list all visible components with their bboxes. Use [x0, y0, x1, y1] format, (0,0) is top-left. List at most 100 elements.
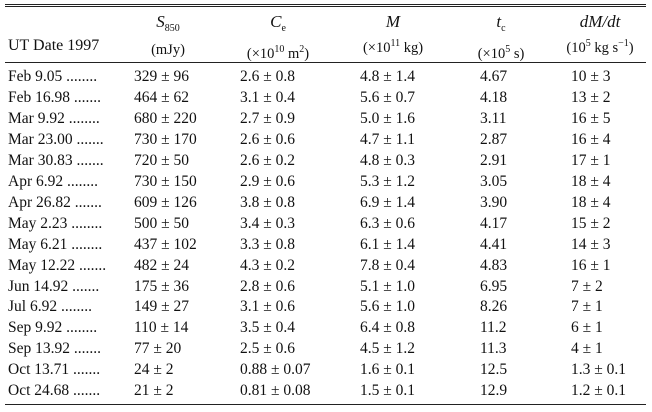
- cell-m: 6.4 ± 0.8: [360, 319, 416, 337]
- header-dmdt-unit: (105 kg s−1): [553, 35, 647, 57]
- cell-s850: 77 ± 20: [134, 340, 182, 358]
- cell-m: 5.6 ± 0.7: [360, 88, 416, 106]
- cell-s850: 730 ± 150: [134, 172, 197, 190]
- cell-date: May 2.23 ........: [8, 214, 103, 232]
- cell-s850: 175 ± 36: [134, 277, 190, 295]
- cell-m: 4.5 ± 1.2: [360, 340, 416, 358]
- cell-s850: 720 ± 50: [134, 151, 190, 169]
- header-tc: tc (×105 s): [461, 13, 541, 63]
- cell-tc: 3.90: [480, 193, 508, 211]
- table-row: May 6.21 ........ 437 ± 102 3.3 ± 0.8 6.1 ±…: [0, 235, 652, 254]
- table-row: Sep 13.92 ....... 77 ± 20 2.5 ± 0.6 4.5 ± 1…: [0, 339, 652, 358]
- cell-dmdt: 6 ± 1: [571, 319, 603, 337]
- cell-ce: 2.9 ± 0.6: [240, 172, 296, 190]
- cell-ce: 3.3 ± 0.8: [240, 235, 296, 253]
- cell-tc: 4.83: [480, 256, 508, 274]
- header-rule: [5, 62, 646, 63]
- cell-s850: 110 ± 14: [134, 319, 189, 337]
- cell-dmdt: 14 ± 3: [571, 235, 611, 253]
- cell-m: 4.7 ± 1.1: [360, 130, 416, 148]
- table-row: May 12.22 ....... 482 ± 24 4.3 ± 0.2 7.8 ± …: [0, 256, 652, 275]
- bottom-rule: [5, 404, 646, 405]
- header-ce-unit-post: m: [284, 45, 300, 62]
- cell-tc: 3.11: [480, 109, 507, 127]
- cell-dmdt: 16 ± 1: [571, 256, 611, 274]
- cell-date: Sep 13.92 .......: [8, 340, 101, 358]
- cell-dmdt: 1.3 ± 0.1: [571, 361, 627, 379]
- cell-dmdt: 10 ± 3: [571, 68, 611, 85]
- cell-ce: 2.7 ± 0.9: [240, 109, 296, 127]
- cell-ce: 3.8 ± 0.8: [240, 193, 296, 211]
- cell-ce: 4.3 ± 0.2: [240, 256, 296, 274]
- cell-m: 4.8 ± 1.4: [360, 68, 416, 85]
- header-dmdt-unit-pre: (10: [566, 39, 586, 56]
- cell-date: Mar 30.83 .......: [8, 151, 104, 169]
- header-tc-unit-exp: 5: [505, 44, 511, 56]
- cell-date: May 12.22 .......: [8, 256, 107, 274]
- cell-tc: 4.18: [480, 88, 508, 106]
- cell-s850: 482 ± 24: [134, 256, 190, 274]
- cell-ce: 3.5 ± 0.4: [240, 319, 296, 337]
- cell-tc: 11.3: [480, 340, 507, 358]
- cell-m: 5.0 ± 1.6: [360, 109, 416, 127]
- table-row: Mar 30.83 ....... 720 ± 50 2.6 ± 0.2 4.8 ± …: [0, 151, 652, 170]
- cell-m: 4.8 ± 0.3: [360, 151, 416, 169]
- cell-date: Apr 6.92 ........: [8, 172, 98, 190]
- table-row: Sep 9.92 ........ 110 ± 14 3.5 ± 0.4 6.4 ± …: [0, 318, 652, 337]
- header-ce-unit-close: ): [304, 45, 310, 62]
- table-row: Jul 6.92 ........ 149 ± 27 3.1 ± 0.6 5.6 ± …: [0, 297, 652, 316]
- cell-date: Mar 9.92 ........: [8, 109, 100, 127]
- cell-ce: 0.81 ± 0.08: [240, 382, 311, 400]
- cell-date: Sep 9.92 ........: [8, 319, 98, 337]
- header-tc-sub: c: [501, 23, 506, 35]
- cell-dmdt: 13 ± 2: [571, 88, 611, 106]
- table-row: Jun 14.92 ....... 175 ± 36 2.8 ± 0.6 5.1 ± …: [0, 277, 652, 296]
- header-tc-unit-pre: (×10: [477, 45, 506, 62]
- cell-ce: 3.1 ± 0.4: [240, 88, 296, 106]
- header-dmdt-unit-close: ): [628, 39, 634, 56]
- header-tc-unit-post: s): [510, 45, 525, 62]
- header-s850-symbol: S: [156, 12, 165, 31]
- header-dmdt-unit-exp2: −1: [618, 38, 629, 49]
- cell-tc: 4.67: [480, 68, 508, 85]
- cell-dmdt: 17 ± 1: [571, 151, 611, 169]
- top-rule-double: [5, 6, 646, 7]
- header-s850: S850 (mJy): [138, 13, 198, 59]
- table-row: Apr 26.82 ....... 609 ± 126 3.8 ± 0.8 6.9 ±…: [0, 193, 652, 212]
- table-row: Mar 23.00 ....... 730 ± 170 2.6 ± 0.6 4.7 ±…: [0, 130, 652, 149]
- header-ce-unit-exp: 10: [274, 44, 285, 56]
- header-ce-unit: (×1010 m2): [228, 41, 328, 63]
- cell-tc: 2.87: [480, 130, 508, 148]
- table-row: Oct 13.71 ....... 24 ± 2 0.88 ± 0.07 1.6 ± …: [0, 360, 652, 379]
- header-tc-symbol: t: [496, 12, 502, 31]
- header-m-unit-pre: (×10: [362, 39, 391, 56]
- cell-s850: 680 ± 220: [134, 109, 197, 127]
- cell-tc: 12.5: [480, 361, 508, 379]
- header-s850-sub: 850: [164, 23, 180, 35]
- cell-dmdt: 15 ± 2: [571, 214, 611, 232]
- cell-s850: 730 ± 170: [134, 130, 197, 148]
- header-m-unit: (×1011 kg): [348, 35, 438, 57]
- cell-m: 5.6 ± 1.0: [360, 298, 416, 316]
- cell-ce: 3.4 ± 0.3: [240, 214, 296, 232]
- header-ce-unit-exp2: 2: [299, 44, 305, 56]
- header-ce-sub: e: [281, 23, 286, 35]
- cell-date: Mar 23.00 .......: [8, 130, 104, 148]
- header-m: M (×1011 kg): [348, 13, 438, 57]
- cell-s850: 500 ± 50: [134, 214, 190, 232]
- cell-m: 5.3 ± 1.2: [360, 172, 416, 190]
- cell-date: May 6.21 ........: [8, 235, 103, 253]
- cell-tc: 6.95: [480, 277, 508, 295]
- header-tc-unit: (×105 s): [461, 41, 541, 63]
- cell-tc: 8.26: [480, 298, 508, 316]
- cell-m: 6.1 ± 1.4: [360, 235, 416, 253]
- cell-s850: 329 ± 96: [134, 68, 190, 85]
- cell-s850: 437 ± 102: [134, 235, 197, 253]
- header-s850-unit: (mJy): [151, 42, 185, 59]
- header-dmdt: dM/dt (105 kg s−1): [553, 13, 647, 57]
- top-rule: [5, 4, 646, 5]
- table-row: Mar 9.92 ........ 680 ± 220 2.7 ± 0.9 5.0 ±…: [0, 109, 652, 128]
- header-dmdt-symbol: dM/dt: [579, 12, 621, 31]
- header-ut-date: UT Date 1997: [8, 37, 100, 54]
- cell-m: 6.9 ± 1.4: [360, 193, 416, 211]
